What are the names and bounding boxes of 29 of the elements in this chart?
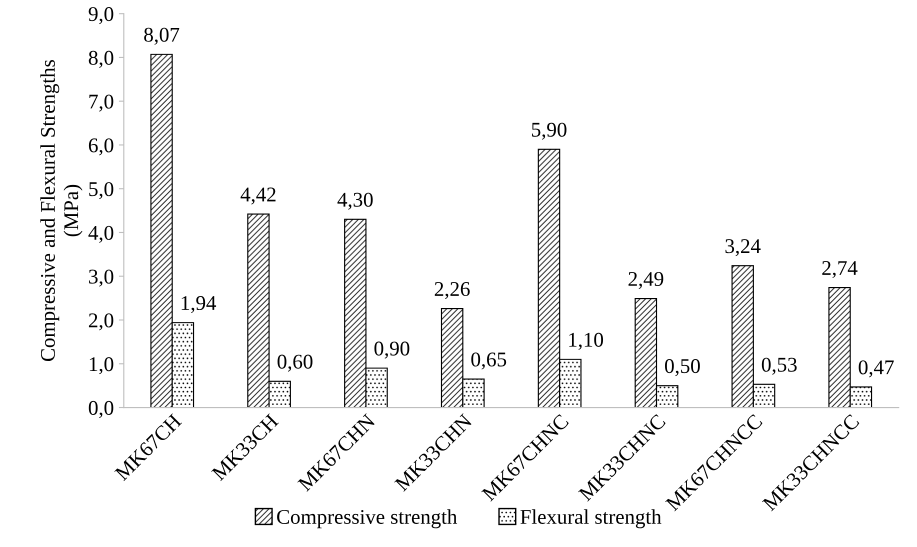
data-label: 3,24 xyxy=(725,239,761,256)
y-tick-label: 9,0 xyxy=(88,7,114,24)
data-label: 1,94 xyxy=(182,296,216,314)
data-label: 2,49 xyxy=(628,272,664,289)
data-label: 1,10 xyxy=(569,332,604,350)
y-tick-label: 0,0 xyxy=(88,400,114,418)
data-label: 0,90 xyxy=(374,342,410,359)
y-tick-label: 3,0 xyxy=(89,270,114,287)
y-tick-label: 4,0 xyxy=(88,226,114,243)
data-label: 2,26 xyxy=(434,282,470,300)
data-label: 2,74 xyxy=(822,261,858,278)
data-label: 0,53 xyxy=(762,358,797,375)
data-label: 8,07 xyxy=(144,28,180,45)
y-tick-label: 5,0 xyxy=(89,182,114,200)
data-label: 0,47 xyxy=(858,360,894,378)
data-label: 4,42 xyxy=(240,188,276,205)
y-tick-label: 1,0 xyxy=(90,357,114,374)
y-tick-label: 6,0 xyxy=(88,138,114,156)
data-label: 0,50 xyxy=(665,359,700,376)
data-label: 5,90 xyxy=(532,122,566,140)
y-tick-label: 8,0 xyxy=(88,50,114,68)
data-label: 4,30 xyxy=(337,192,373,210)
y-tick-label: 2,0 xyxy=(88,313,114,330)
data-label: 0,60 xyxy=(278,354,312,372)
legend-label: Compressive strength xyxy=(277,509,458,528)
y-tick-label: 7,0 xyxy=(89,94,114,112)
legend-label: Flexural strength xyxy=(520,509,662,528)
data-label: 0,65 xyxy=(471,352,506,370)
y-axis-title: Compressive and Flexural Strengths (MPa) xyxy=(40,60,82,362)
